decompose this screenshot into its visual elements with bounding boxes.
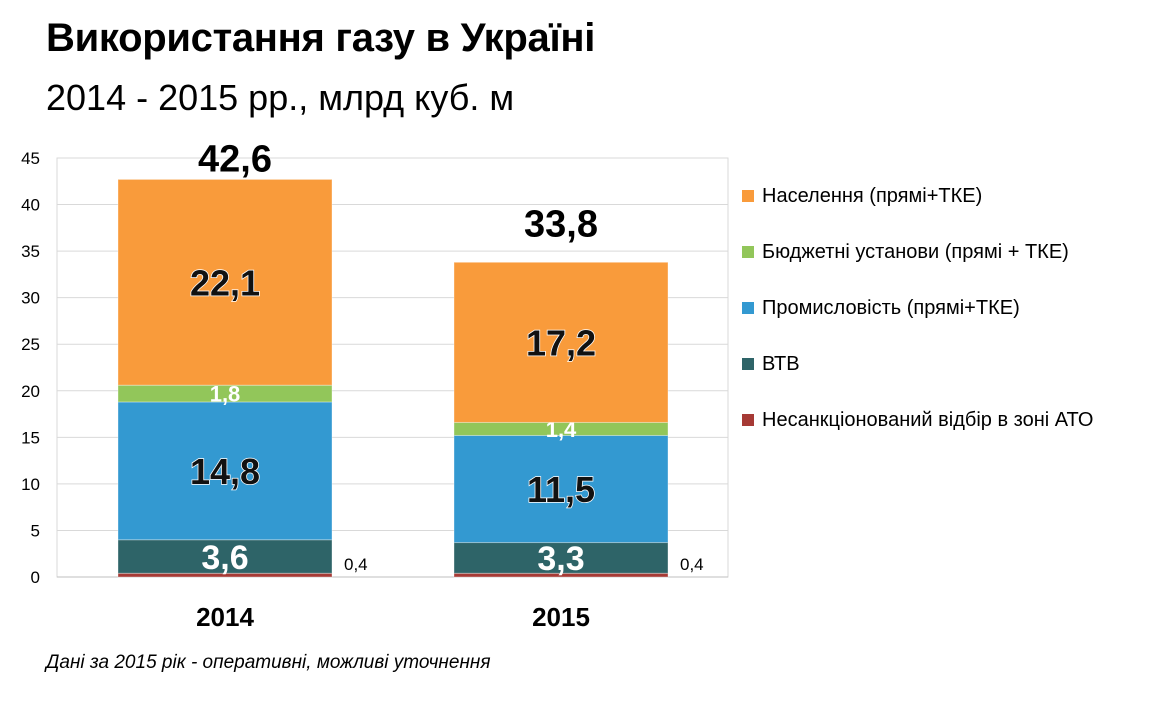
total-label: 42,6: [198, 138, 272, 180]
y-tick-label: 20: [21, 382, 40, 401]
legend-swatch: [742, 414, 754, 426]
legend-swatch: [742, 358, 754, 370]
y-tick-label: 15: [21, 428, 40, 447]
legend-item: ВТВ: [742, 336, 1172, 392]
x-tick-label: 2014: [196, 602, 254, 632]
legend-item: Промисловість (прямі+ТКЕ): [742, 280, 1172, 336]
data-label: 3,6: [201, 539, 248, 577]
bar-segment: [453, 542, 669, 574]
legend-label: Несанкціонований відбір в зоні АТО: [762, 408, 1094, 431]
data-label: 0,4: [680, 555, 704, 574]
legend-item: Несанкціонований відбір в зоні АТО: [742, 392, 1172, 448]
y-tick-label: 0: [31, 568, 40, 587]
total-label: 33,8: [524, 203, 598, 245]
y-tick-label: 30: [21, 289, 40, 308]
chart-subtitle: 2014 - 2015 рр., млрд куб. м: [46, 77, 515, 118]
legend-label: Бюджетні установи (прямі + ТКЕ): [762, 240, 1069, 263]
y-tick-label: 45: [21, 149, 40, 168]
bar-segment: [117, 401, 333, 541]
legend-label: ВТВ: [762, 352, 800, 375]
bar-segment: [453, 434, 669, 544]
legend-swatch: [742, 302, 754, 314]
legend-label: Населення (прямі+ТКЕ): [762, 184, 983, 207]
x-tick-label: 2015: [532, 602, 590, 632]
data-label: 14,8: [190, 451, 260, 492]
bar-segment: [453, 261, 669, 423]
chart-title: Використання газу в Україні: [46, 16, 596, 60]
data-label: 0,4: [344, 555, 368, 574]
legend-item: Бюджетні установи (прямі + ТКЕ): [742, 224, 1172, 280]
legend-label: Промисловість (прямі+ТКЕ): [762, 296, 1020, 319]
legend-swatch: [742, 246, 754, 258]
chart-legend: Населення (прямі+ТКЕ) Бюджетні установи (…: [742, 168, 1172, 448]
y-tick-label: 10: [21, 475, 40, 494]
y-tick-label: 40: [21, 196, 40, 215]
data-label: 11,5: [527, 469, 595, 510]
bar-segment: [117, 539, 333, 574]
legend-item: Населення (прямі+ТКЕ): [742, 168, 1172, 224]
legend-swatch: [742, 190, 754, 202]
data-label: 3,3: [537, 540, 584, 578]
data-label: 17,2: [526, 322, 596, 363]
y-tick-label: 35: [21, 242, 40, 261]
y-tick-label: 25: [21, 335, 40, 354]
y-tick-label: 5: [31, 521, 40, 540]
data-label: 1,8: [210, 381, 241, 406]
footnote: Дані за 2015 рік - оперативні, можливі у…: [46, 652, 491, 673]
data-label: 22,1: [190, 262, 260, 303]
bar-segment: [117, 178, 333, 386]
